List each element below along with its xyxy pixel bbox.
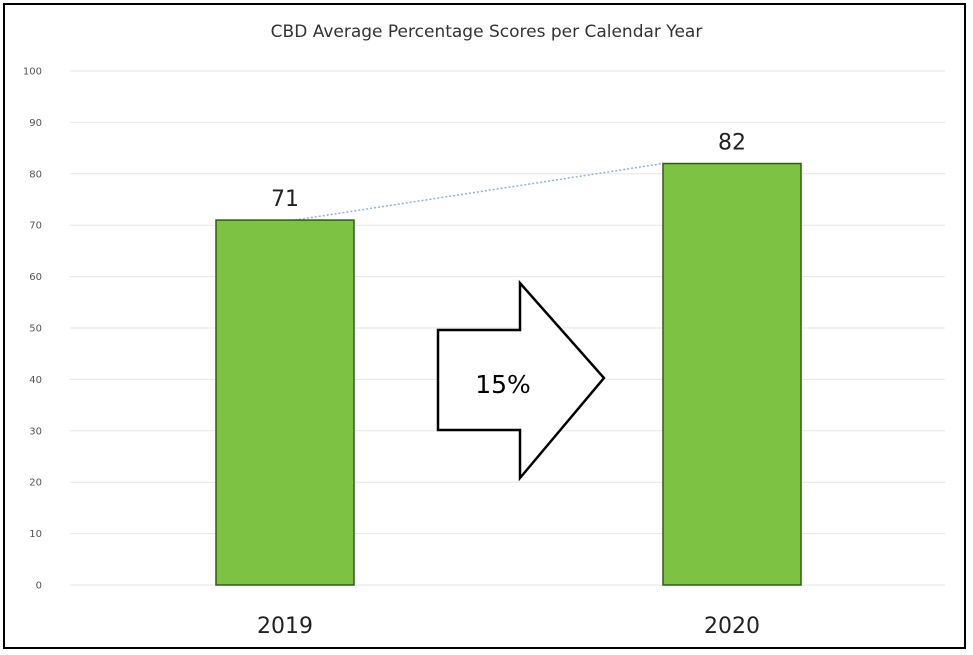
y-axis-ticks: 0 10 20 30 40 50 60 70 80 90 100: [23, 67, 42, 592]
y-tick-label: 40: [29, 375, 42, 386]
y-tick-label: 80: [29, 169, 42, 180]
y-tick-label: 90: [29, 118, 42, 129]
data-label: 71: [271, 187, 299, 212]
x-tick-label: 2019: [257, 614, 313, 639]
y-tick-label: 20: [29, 478, 42, 489]
bar-layer: [215, 162, 802, 586]
y-tick-label: 10: [29, 529, 42, 540]
x-tick-label: 2020: [704, 614, 760, 639]
value-labels: 71 82: [271, 131, 746, 213]
bar: [215, 219, 355, 586]
chart-title: CBD Average Percentage Scores per Calend…: [270, 22, 703, 42]
y-tick-label: 60: [29, 272, 42, 283]
annotation-arrow-icon: [436, 279, 606, 482]
y-tick-label: 30: [29, 426, 42, 437]
y-tick-label: 50: [29, 324, 42, 335]
y-tick-label: 0: [36, 581, 42, 592]
trend-line: [294, 162, 664, 221]
y-tick-label: 70: [29, 221, 42, 232]
y-tick-label: 100: [23, 67, 42, 78]
bar: [662, 162, 802, 586]
chart-frame: [3, 3, 966, 649]
grid-layer: [70, 70, 945, 586]
data-label: 82: [718, 131, 746, 156]
annotation-arrow-label: 15%: [475, 370, 531, 399]
category-labels: 2019 2020: [257, 614, 760, 639]
